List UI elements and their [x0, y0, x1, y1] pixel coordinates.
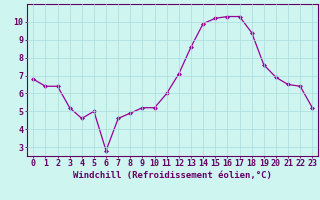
X-axis label: Windchill (Refroidissement éolien,°C): Windchill (Refroidissement éolien,°C): [73, 171, 272, 180]
